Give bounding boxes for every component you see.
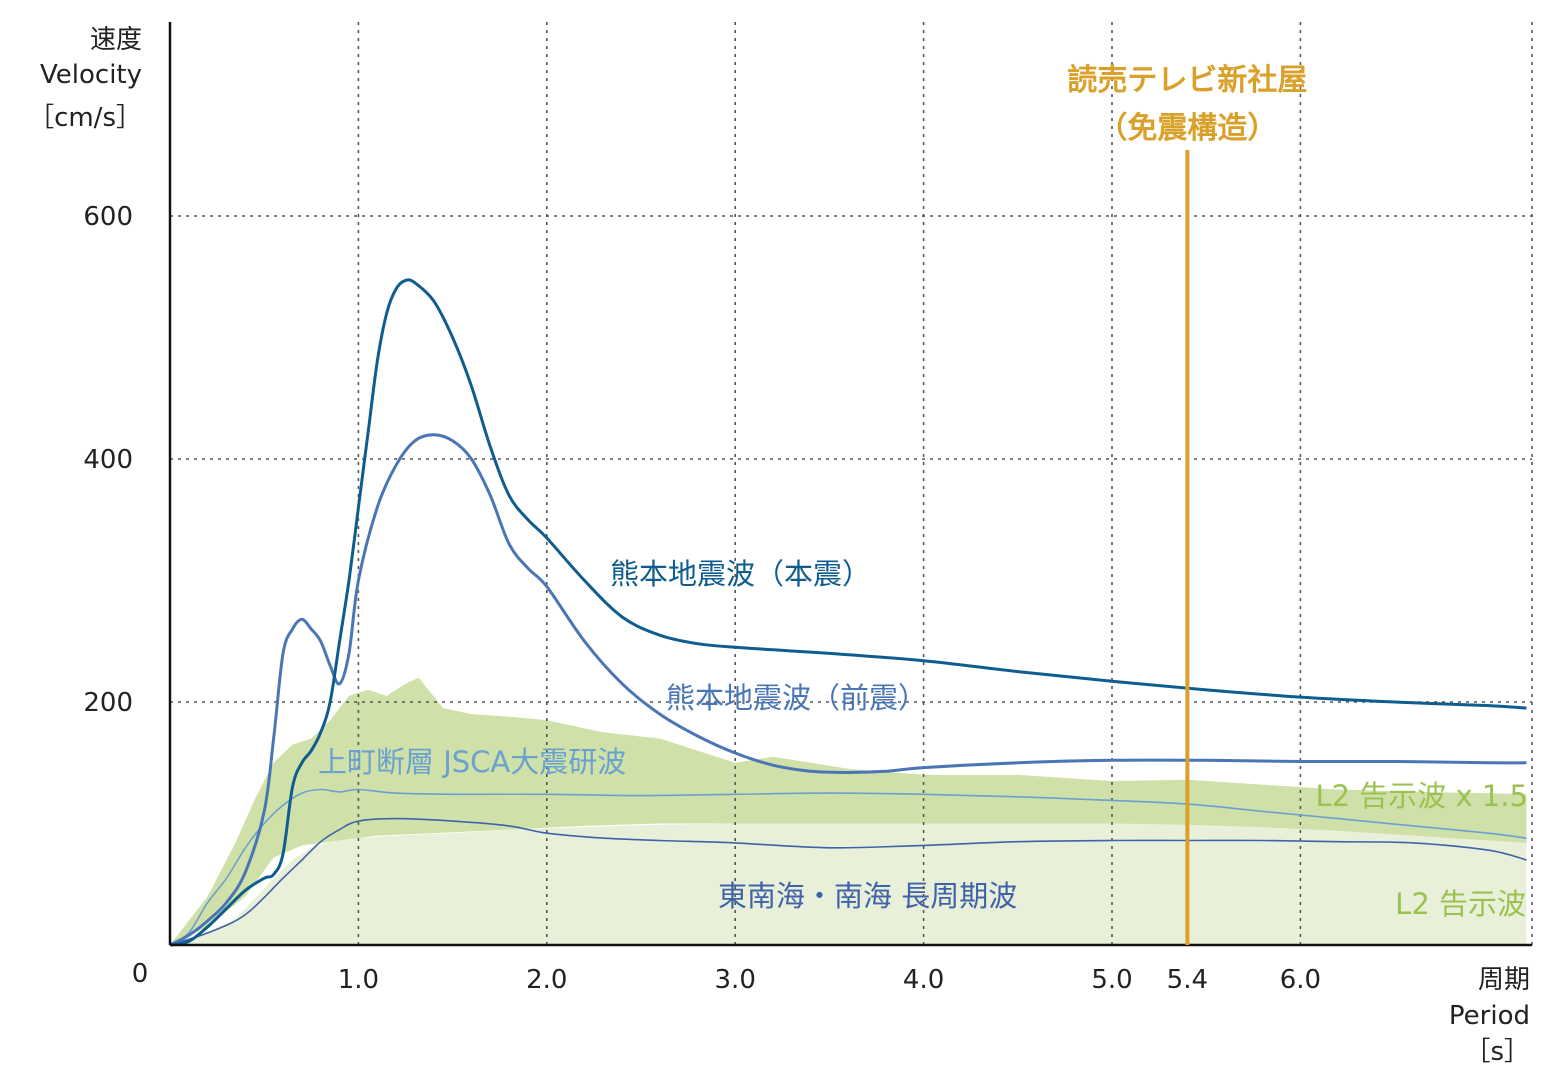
- x-tick-label: 5.0: [1091, 965, 1132, 995]
- x-tick-label: 3.0: [715, 965, 756, 995]
- series-line-3: [169, 817, 1527, 946]
- marker-tick-label: 5.4: [1167, 965, 1208, 995]
- x-tick-label: 6.0: [1280, 965, 1321, 995]
- x-tick-label: 2.0: [526, 965, 567, 995]
- y-tick-label: 600: [83, 202, 133, 232]
- marker-layer: 読売テレビ新社屋 （免震構造） 5.4: [1067, 63, 1307, 995]
- y-axis-title-line-1: 速度: [90, 25, 142, 55]
- axis-title-layer: 速度 Velocity ［cm/s］ 周期 Period ［s］: [28, 25, 1530, 1066]
- x-axis-title-line-1: 周期: [1478, 965, 1530, 995]
- series-line-1: [169, 433, 1527, 947]
- x-tick-label: 4.0: [903, 965, 944, 995]
- series-layer: [169, 278, 1527, 947]
- y-tick-label: 200: [83, 688, 133, 718]
- x-origin-label: 0: [132, 959, 149, 989]
- y-tick-label: 400: [83, 445, 133, 475]
- label-tonankai: 東南海・南海 長周期波: [718, 879, 1017, 913]
- marker-title-line-2: （免震構造）: [1097, 111, 1277, 146]
- label-uemachi: 上町断層 JSCA大震研波: [318, 745, 626, 779]
- series-line-2: [169, 788, 1527, 946]
- axes-layer: [168, 22, 1532, 947]
- y-axis-title-line-2: Velocity: [40, 60, 142, 90]
- label-kumamoto-main: 熊本地震波（本震）: [610, 557, 871, 591]
- label-l2: L2 告示波: [1395, 887, 1526, 921]
- grid-layer: [170, 22, 1533, 945]
- x-tick-label: 1.0: [338, 965, 379, 995]
- series-line-0: [169, 278, 1527, 947]
- series-label-layer: 熊本地震波（本震） 熊本地震波（前震） 上町断層 JSCA大震研波 東南海・南海…: [318, 557, 1528, 921]
- tick-label-layer: 0 200 400 600 1.0 2.0 3.0 4.0 5.0 6.0: [83, 202, 1321, 995]
- band-l2-x15: [170, 677, 1527, 945]
- label-kumamoto-fore: 熊本地震波（前震）: [666, 681, 927, 715]
- x-axis-title-line-3: ［s］: [1464, 1037, 1530, 1066]
- y-axis-title-line-3: ［cm/s］: [28, 103, 142, 133]
- label-l2-x15: L2 告示波 x 1.5: [1315, 779, 1528, 813]
- x-axis-title-line-2: Period: [1449, 1001, 1530, 1031]
- marker-title-line-1: 読売テレビ新社屋: [1067, 63, 1307, 98]
